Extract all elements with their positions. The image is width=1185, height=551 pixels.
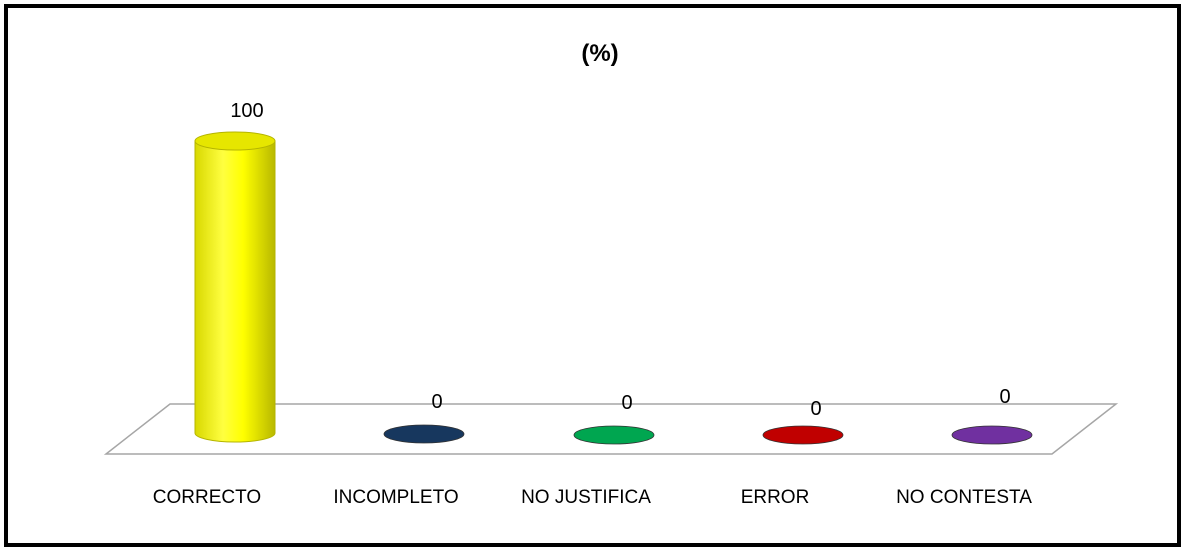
bar-body-correcto	[194, 140, 276, 443]
category-label-error: ERROR	[741, 487, 810, 508]
data-label-correcto: 100	[230, 100, 263, 122]
data-label-no-contesta: 0	[999, 386, 1010, 408]
bar-error	[762, 425, 844, 445]
category-label-no-contesta: NO CONTESTA	[896, 487, 1032, 508]
data-labels-layer: 100 0 0 0 0	[230, 100, 1010, 420]
chart-frame: (%) 100 0 0 0 0 CORRECTO INCOMPLETO NO JUSTIFI…	[4, 4, 1181, 547]
bars-layer	[194, 131, 1033, 445]
bar-incompleto	[383, 424, 465, 444]
category-labels-layer: CORRECTO INCOMPLETO NO JUSTIFICA ERROR NO CO…	[153, 487, 1032, 508]
data-label-no-justifica: 0	[621, 392, 632, 414]
data-label-error: 0	[810, 398, 821, 420]
bar-base-error	[762, 425, 844, 445]
bar-no-contesta	[951, 425, 1033, 445]
bar-chart: (%) 100 0 0 0 0 CORRECTO INCOMPLETO NO JUSTIFI…	[103, 40, 1119, 508]
chart-title: (%)	[581, 40, 618, 67]
category-label-incompleto: INCOMPLETO	[333, 487, 458, 508]
bar-base-incompleto	[383, 424, 465, 444]
bar-correcto	[194, 131, 276, 443]
bar-base-no-justifica	[573, 425, 655, 445]
data-label-incompleto: 0	[431, 391, 442, 413]
bar-no-justifica	[573, 425, 655, 445]
bar-top-correcto	[194, 131, 276, 151]
bar-base-no-contesta	[951, 425, 1033, 445]
category-label-no-justifica: NO JUSTIFICA	[521, 487, 651, 508]
category-label-correcto: CORRECTO	[153, 487, 261, 508]
